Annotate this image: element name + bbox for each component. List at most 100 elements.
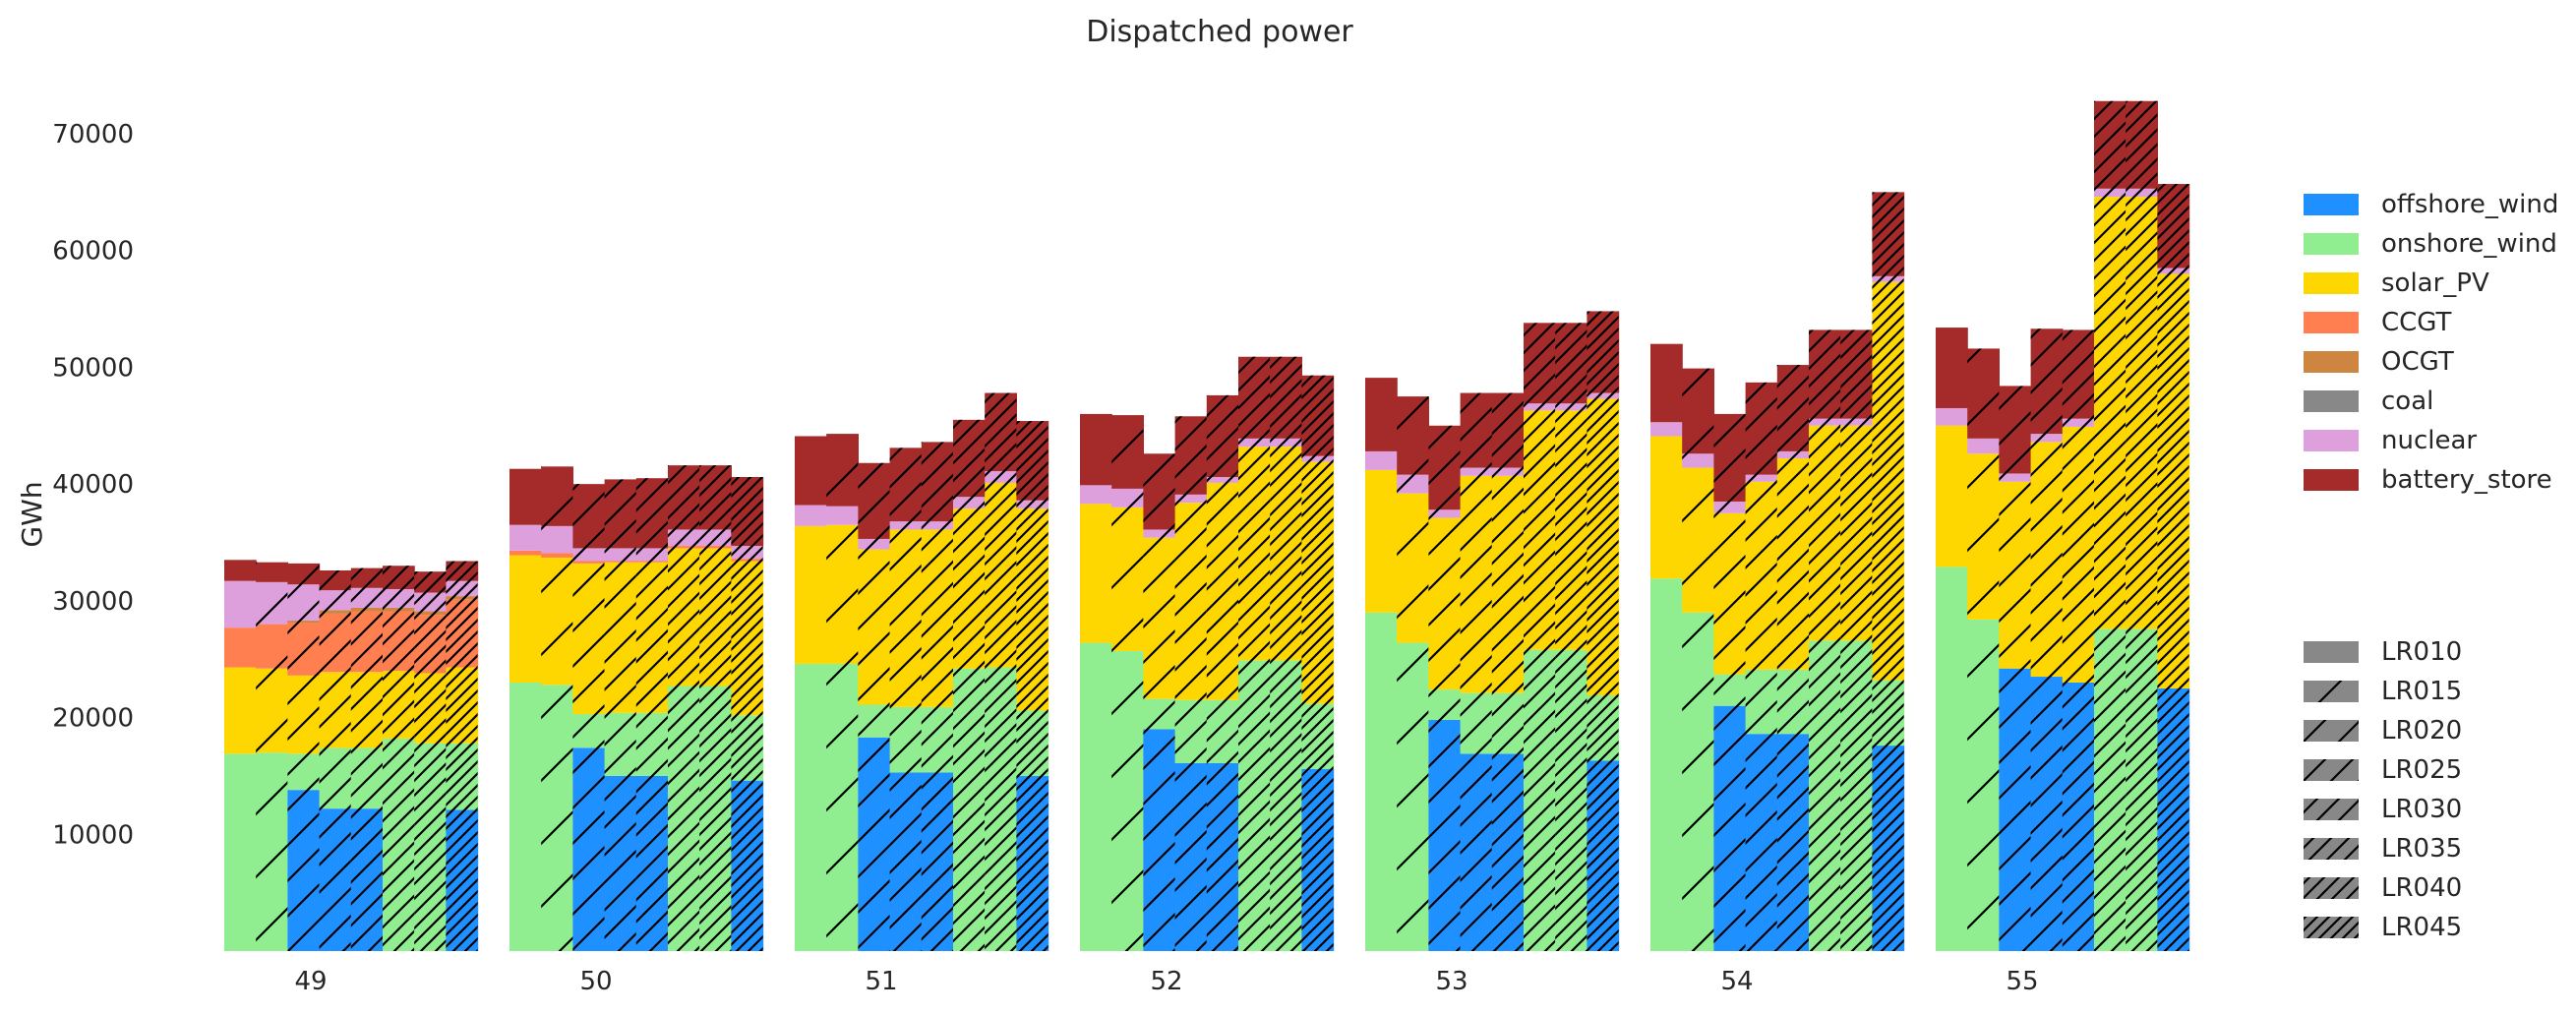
bar-hatch-LR035	[1238, 356, 1271, 952]
legend: offshore_wind onshore_wind solar_PV CCGT OCG…	[2304, 190, 2558, 942]
bar-hatch-LR015	[1397, 396, 1429, 951]
y-axis-label: GWh	[16, 481, 48, 547]
bar-segment-battery_store	[1365, 378, 1398, 451]
legend-hatch-overlay	[2304, 720, 2359, 742]
bar-hatch-LR045	[1872, 192, 1904, 951]
legend-swatch-OCGT	[2304, 351, 2359, 373]
bar-segment-battery_store	[1080, 413, 1112, 486]
legend-label: battery_store	[2381, 465, 2552, 495]
bar-hatch-LR035	[1809, 329, 1841, 951]
legend-swatch-battery_store	[2304, 469, 2359, 491]
x-tick-label: 54	[1720, 967, 1753, 996]
bar-segment-battery_store	[1650, 343, 1683, 423]
legend-label: onshore_wind	[2381, 229, 2557, 259]
bar-hatch-LR030	[921, 442, 953, 951]
bar-hatch-LR040	[699, 465, 732, 951]
legend-swatch-CCGT	[2304, 312, 2359, 333]
y-tick-label: 60000	[52, 237, 134, 267]
x-axis-ticks: 49 50 51 52 53 54 55	[294, 967, 2038, 996]
bar-hatch-LR020	[1999, 386, 2031, 951]
bar-hatch-LR040	[1555, 323, 1588, 951]
bar-segment-nuclear	[509, 524, 542, 551]
legend-hatch-label: LR010	[2381, 637, 2462, 667]
bar-segment-solar_PV	[1080, 504, 1112, 643]
legend-hatch-overlay	[2304, 681, 2359, 702]
y-tick-label: 30000	[52, 587, 134, 617]
bar-segment-solar_PV	[509, 555, 542, 683]
bar-hatch-LR025	[604, 479, 636, 951]
bar-segment-battery_store	[1936, 328, 1968, 408]
legend-hatch-label: LR020	[2381, 716, 2462, 746]
bar-segment-nuclear	[795, 505, 827, 526]
bar-hatch-LR025	[1745, 382, 1777, 951]
legend-swatch-nuclear	[2304, 430, 2359, 451]
x-tick-label: 52	[1150, 967, 1182, 996]
bar-hatch-LR040	[2126, 100, 2158, 951]
bar-hatch-LR015	[1111, 415, 1144, 951]
bar-hatch-LR035	[668, 465, 700, 951]
bar-hatch-LR015	[826, 434, 859, 951]
legend-swatch-coal	[2304, 390, 2359, 412]
bar-hatch-LR020	[287, 563, 320, 951]
bar-segment-nuclear	[1650, 422, 1683, 437]
legend-hatch-overlay	[2304, 917, 2359, 938]
bar-hatch-LR015	[256, 562, 288, 951]
bar-segment-solar_PV	[1650, 436, 1683, 579]
bar-hatch-LR020	[572, 484, 605, 951]
bar-hatch-LR025	[2030, 328, 2063, 951]
x-tick-label: 55	[2006, 967, 2038, 996]
legend-hatch-label: LR040	[2381, 873, 2462, 903]
bar-hatch-LR045	[446, 561, 478, 951]
bar-hatch-LR030	[635, 478, 668, 951]
bar-hatch-LR045	[1301, 375, 1334, 951]
bar-segment-nuclear	[224, 580, 257, 628]
legend-hatch-overlay	[2304, 799, 2359, 820]
bar-segment-solar_PV	[1936, 425, 1968, 567]
bar-hatch-LR035	[2094, 100, 2127, 951]
bar-hatch-LR025	[889, 448, 922, 951]
bar-segment-nuclear	[1080, 485, 1112, 505]
legend-label: CCGT	[2381, 308, 2452, 337]
bar-segment-CCGT	[224, 627, 257, 668]
bar-hatch-LR030	[1491, 392, 1524, 951]
bar-segment-solar_PV	[224, 667, 257, 754]
bar-segment-solar_PV	[795, 525, 827, 664]
bar-segment-nuclear	[1936, 407, 1968, 426]
bar-hatch-LR015	[541, 466, 573, 951]
bar-hatch-LR040	[1840, 329, 1873, 951]
legend-label: offshore_wind	[2381, 190, 2558, 219]
legend-hatch-swatch	[2304, 641, 2359, 663]
legend-hatch-overlay	[2304, 759, 2359, 781]
legend-hatch-overlay	[2304, 877, 2359, 899]
bar-segment-onshore_wind	[795, 663, 827, 951]
legend-swatch-offshore_wind	[2304, 194, 2359, 215]
x-tick-label: 53	[1435, 967, 1468, 996]
bar-segment-onshore_wind	[509, 682, 542, 951]
bar-segment-battery_store	[509, 468, 542, 525]
bar-segment-battery_store	[795, 436, 827, 506]
bar-hatch-LR040	[414, 571, 447, 951]
chart-title: Dispatched power	[1086, 15, 1353, 49]
bar-hatch-LR025	[1460, 392, 1492, 951]
y-tick-label: 40000	[52, 470, 134, 500]
y-axis-ticks: 10000 20000 30000 40000 50000 60000 70000	[52, 120, 134, 850]
legend-label: solar_PV	[2381, 269, 2489, 298]
bar-segment-onshore_wind	[1650, 578, 1683, 951]
bar-segment-battery_store	[224, 560, 257, 581]
legend-hatch-label: LR030	[2381, 795, 2462, 824]
x-tick-label: 50	[579, 967, 612, 996]
bar-hatch-LR045	[731, 477, 763, 951]
y-tick-label: 10000	[52, 820, 134, 850]
bar-hatch-LR020	[1143, 453, 1175, 951]
y-tick-label: 20000	[52, 704, 134, 734]
y-tick-label: 50000	[52, 353, 134, 383]
bar-hatch-LR020	[858, 462, 890, 951]
legend-hatch-overlay	[2304, 838, 2359, 860]
x-tick-label: 49	[294, 967, 327, 996]
bar-segment-onshore_wind	[224, 753, 257, 951]
bar-hatch-LR040	[1270, 356, 1302, 952]
bar-hatch-LR015	[1682, 368, 1714, 951]
bar-hatch-LR045	[1587, 311, 1619, 952]
legend-label: OCGT	[2381, 347, 2454, 377]
legend-hatch-label: LR025	[2381, 755, 2462, 785]
